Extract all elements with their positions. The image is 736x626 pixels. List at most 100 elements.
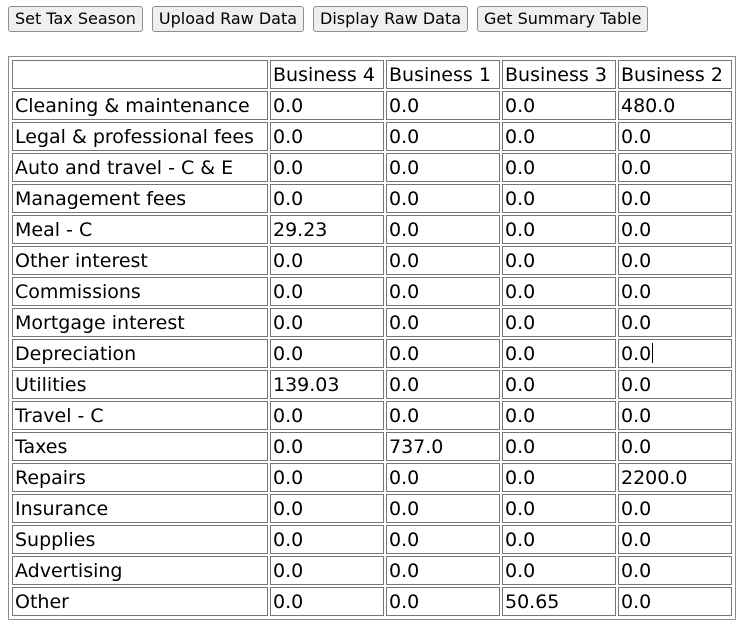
value-text: 0.0 <box>505 466 536 489</box>
value-cell: 0.0 <box>386 246 500 275</box>
column-header-business-4: Business 4 <box>270 60 384 89</box>
value-cell: 0.0 <box>502 246 616 275</box>
value-cell: 0.0 <box>386 556 500 585</box>
value-text: 0.0 <box>621 528 652 551</box>
value-cell: 139.03 <box>270 370 384 399</box>
value-cell: 0.0 <box>270 463 384 492</box>
value-text: 0.0 <box>505 528 536 551</box>
table-row: Commissions 0.0 0.0 0.0 0.0 <box>12 277 732 306</box>
value-text: 0.0 <box>389 559 420 582</box>
value-text: 0.0 <box>505 559 536 582</box>
value-text: 0.0 <box>505 342 536 365</box>
table-header-row: Business 4 Business 1 Business 3 Busines… <box>12 60 732 89</box>
table-row: Advertising 0.0 0.0 0.0 0.0 <box>12 556 732 585</box>
value-text: 0.0 <box>505 187 536 210</box>
value-cell: 0.0 <box>502 463 616 492</box>
value-cell: 50.65 <box>502 587 616 616</box>
value-cell: 0.0 <box>386 587 500 616</box>
row-label-cell: Other <box>12 587 268 616</box>
value-text: 0.0 <box>621 590 652 613</box>
value-text: 0.0 <box>273 125 304 148</box>
value-text: 29.23 <box>273 218 328 241</box>
value-text: 0.0 <box>389 528 420 551</box>
value-cell-editing[interactable]: 0.0 <box>618 339 732 368</box>
value-text: 0.0 <box>389 373 420 396</box>
row-label-cell: Insurance <box>12 494 268 523</box>
get-summary-table-button[interactable]: Get Summary Table <box>477 6 649 32</box>
value-text: 0.0 <box>273 342 304 365</box>
value-text: 0.0 <box>273 528 304 551</box>
value-cell: 0.0 <box>270 339 384 368</box>
value-cell: 0.0 <box>270 401 384 430</box>
value-cell: 0.0 <box>618 277 732 306</box>
value-text: 0.0 <box>505 311 536 334</box>
summary-table: Business 4 Business 1 Business 3 Busines… <box>10 58 734 618</box>
summary-table-container: Business 4 Business 1 Business 3 Busines… <box>8 56 736 620</box>
value-text: 0.0 <box>505 404 536 427</box>
value-cell: 0.0 <box>618 184 732 213</box>
value-cell: 0.0 <box>502 308 616 337</box>
value-cell: 0.0 <box>618 494 732 523</box>
value-text: 0.0 <box>389 404 420 427</box>
row-label-cell: Commissions <box>12 277 268 306</box>
value-cell: 0.0 <box>270 587 384 616</box>
value-cell: 737.0 <box>386 432 500 461</box>
table-row: Mortgage interest 0.0 0.0 0.0 0.0 <box>12 308 732 337</box>
value-cell: 0.0 <box>386 153 500 182</box>
value-text: 0.0 <box>621 404 652 427</box>
value-cell: 0.0 <box>270 91 384 120</box>
value-text: 0.0 <box>273 280 304 303</box>
value-cell: 0.0 <box>270 246 384 275</box>
value-text: 0.0 <box>389 342 420 365</box>
value-cell: 0.0 <box>270 184 384 213</box>
value-cell: 0.0 <box>386 370 500 399</box>
value-text: 0.0 <box>505 125 536 148</box>
table-row: Supplies 0.0 0.0 0.0 0.0 <box>12 525 732 554</box>
value-text: 0.0 <box>621 497 652 520</box>
value-cell: 0.0 <box>386 215 500 244</box>
value-text: 0.0 <box>273 94 304 117</box>
value-text: 2200.0 <box>621 466 688 489</box>
value-text: 0.0 <box>389 249 420 272</box>
value-text: 0.0 <box>621 187 652 210</box>
value-cell: 0.0 <box>502 432 616 461</box>
value-text: 0.0 <box>621 373 652 396</box>
value-text: 0.0 <box>505 94 536 117</box>
value-text: 0.0 <box>621 311 652 334</box>
value-text: 0.0 <box>273 497 304 520</box>
value-text: 0.0 <box>621 342 652 365</box>
row-label-cell: Cleaning & maintenance <box>12 91 268 120</box>
value-text: 0.0 <box>273 435 304 458</box>
value-cell: 0.0 <box>386 525 500 554</box>
display-raw-data-button[interactable]: Display Raw Data <box>313 6 469 32</box>
row-label-cell: Legal & professional fees <box>12 122 268 151</box>
value-text: 0.0 <box>505 218 536 241</box>
value-cell: 0.0 <box>502 277 616 306</box>
value-text: 0.0 <box>505 373 536 396</box>
value-text: 0.0 <box>389 187 420 210</box>
value-text: 0.0 <box>621 559 652 582</box>
value-text: 0.0 <box>621 156 652 179</box>
upload-raw-data-button[interactable]: Upload Raw Data <box>151 6 305 32</box>
value-cell: 0.0 <box>618 153 732 182</box>
table-row: Management fees 0.0 0.0 0.0 0.0 <box>12 184 732 213</box>
value-cell: 0.0 <box>502 370 616 399</box>
value-cell: 0.0 <box>502 184 616 213</box>
value-cell: 0.0 <box>502 494 616 523</box>
value-text: 0.0 <box>273 187 304 210</box>
table-row: Legal & professional fees 0.0 0.0 0.0 0.0 <box>12 122 732 151</box>
value-cell: 29.23 <box>270 215 384 244</box>
value-text: 0.0 <box>273 404 304 427</box>
value-text: 0.0 <box>273 590 304 613</box>
value-cell: 0.0 <box>270 122 384 151</box>
value-text: 0.0 <box>505 497 536 520</box>
value-cell: 0.0 <box>270 525 384 554</box>
row-label-cell: Other interest <box>12 246 268 275</box>
set-tax-season-button[interactable]: Set Tax Season <box>8 6 143 32</box>
value-cell: 0.0 <box>386 494 500 523</box>
row-label-cell: Repairs <box>12 463 268 492</box>
value-cell: 0.0 <box>270 153 384 182</box>
table-row: Meal - C 29.23 0.0 0.0 0.0 <box>12 215 732 244</box>
value-text: 0.0 <box>621 280 652 303</box>
value-text: 0.0 <box>273 466 304 489</box>
